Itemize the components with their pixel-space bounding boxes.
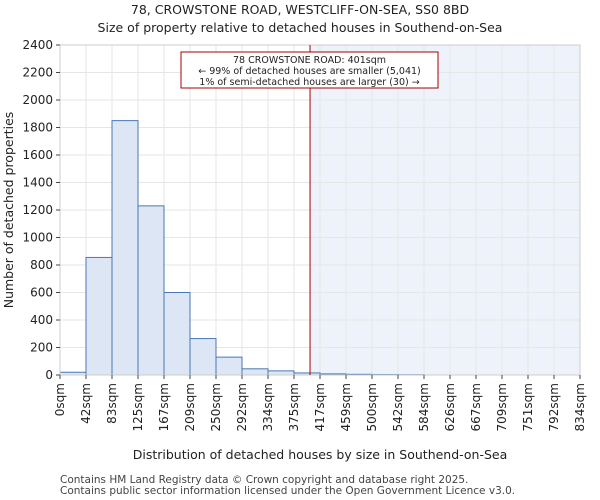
- y-tick-label: 600: [30, 286, 53, 300]
- chart-title: 78, CROWSTONE ROAD, WESTCLIFF-ON-SEA, SS…: [130, 2, 470, 17]
- x-axis-label: Distribution of detached houses by size …: [133, 447, 508, 462]
- y-tick-label: 400: [30, 313, 53, 327]
- y-tick-label: 1400: [22, 176, 53, 190]
- x-tick-label: 542sqm: [391, 383, 405, 431]
- histogram-bar: [163, 292, 191, 376]
- histogram-bar: [189, 338, 217, 376]
- y-tick-label: 2000: [22, 93, 53, 107]
- x-tick-label: 42sqm: [79, 383, 93, 424]
- x-tick-label: 500sqm: [365, 383, 379, 431]
- annotation-line-2: ← 99% of detached houses are smaller (5,…: [198, 66, 421, 77]
- x-tick-label: 167sqm: [157, 383, 171, 431]
- y-tick-label: 200: [30, 341, 53, 355]
- x-tick-label: 626sqm: [443, 383, 457, 431]
- x-tick-label: 250sqm: [209, 383, 223, 431]
- annotation-line-1: 78 CROWSTONE ROAD: 401sqm: [233, 55, 386, 66]
- histogram-bar: [85, 256, 113, 376]
- y-tick-label: 1000: [22, 231, 53, 245]
- x-tick-label: 792sqm: [547, 383, 561, 431]
- y-tick-label: 1600: [22, 148, 53, 162]
- x-tick-label: 292sqm: [235, 383, 249, 431]
- footer-licence: Contains public sector information licen…: [60, 485, 516, 497]
- annotation-border: [180, 51, 439, 89]
- x-tick-label: 459sqm: [339, 383, 353, 431]
- x-tick-label: 751sqm: [521, 383, 535, 431]
- y-tick-label: 1200: [22, 203, 53, 217]
- x-tick-label: 709sqm: [495, 383, 509, 431]
- x-tick-label: 667sqm: [469, 383, 483, 431]
- x-tick-label: 417sqm: [313, 383, 327, 431]
- histogram-bar: [215, 356, 243, 376]
- x-tick-label: 209sqm: [183, 383, 197, 431]
- x-tick-label: 834sqm: [573, 383, 587, 431]
- histogram-bar: [267, 370, 295, 376]
- histogram-bar: [137, 205, 165, 376]
- annotation-box: 78 CROWSTONE ROAD: 401sqm ← 99% of detac…: [180, 51, 439, 89]
- y-tick-label: 2200: [22, 66, 53, 80]
- footer-copyright: Contains HM Land Registry data © Crown c…: [60, 474, 469, 486]
- histogram-chart: 0 200 400 600 800 1000 1200 1400 1600 1800 2000 220…: [1, 38, 587, 462]
- y-axis-label: Number of detached properties: [1, 112, 16, 309]
- x-tick-label: 83sqm: [105, 383, 119, 424]
- y-tick-label: 0: [45, 368, 53, 382]
- x-tick-label: 584sqm: [417, 383, 431, 431]
- y-tick-label: 800: [30, 258, 53, 272]
- y-tick-label: 1800: [22, 121, 53, 135]
- x-tick-label: 0sqm: [53, 383, 67, 416]
- histogram-bar: [241, 368, 269, 376]
- x-tick-label: 375sqm: [287, 383, 301, 431]
- chart-subtitle: Size of property relative to detached ho…: [97, 20, 503, 35]
- histogram-bar: [111, 120, 139, 376]
- y-tick-label: 2400: [22, 38, 53, 52]
- annotation-line-3: 1% of semi-detached houses are larger (3…: [199, 77, 419, 88]
- x-tick-label: 334sqm: [261, 383, 275, 431]
- x-tick-label: 125sqm: [131, 383, 145, 431]
